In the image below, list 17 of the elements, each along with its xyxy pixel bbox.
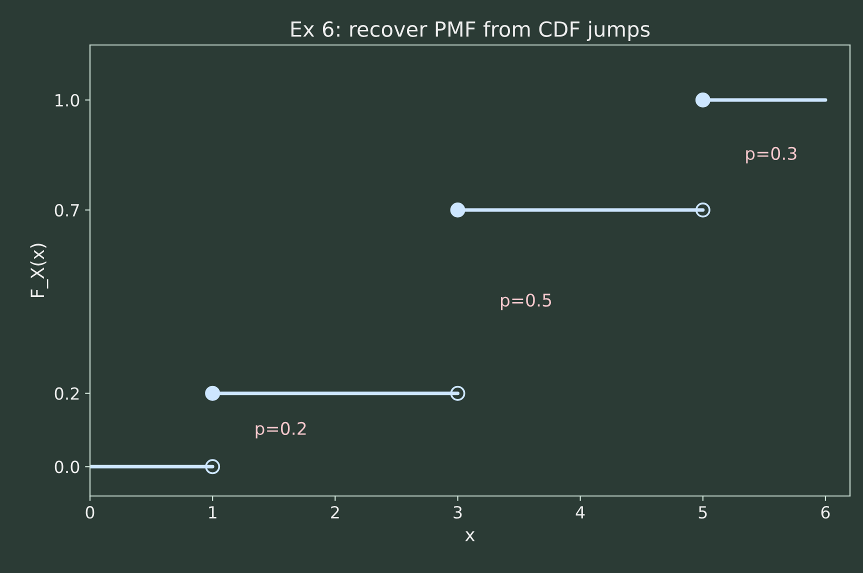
annotation: p=0.2 (256, 422, 306, 438)
y-tick-label: 1.0 (56, 94, 80, 107)
y-tick-label: 0.0 (54, 460, 80, 474)
chart-title: Ex 6: recover PMF from CDF jumps (291, 20, 650, 41)
annotation: p=0.5 (500, 294, 552, 310)
x-tick-label: 2 (331, 506, 339, 518)
annotation: p=0.3 (746, 146, 796, 164)
x-tick-label: 3 (454, 506, 462, 519)
x-axis-title: x (465, 531, 475, 542)
x-tick-label: 0 (86, 506, 94, 519)
x-tick-label: 6 (821, 506, 830, 519)
y-tick-label: 0.7 (54, 204, 79, 217)
x-tick-label: 1 (209, 506, 216, 518)
y-tick-label: 0.2 (54, 387, 79, 400)
x-tick-label: 5 (698, 506, 707, 519)
y-axis-title: F_X(x) (30, 244, 48, 298)
x-tick-label: 4 (576, 506, 585, 518)
